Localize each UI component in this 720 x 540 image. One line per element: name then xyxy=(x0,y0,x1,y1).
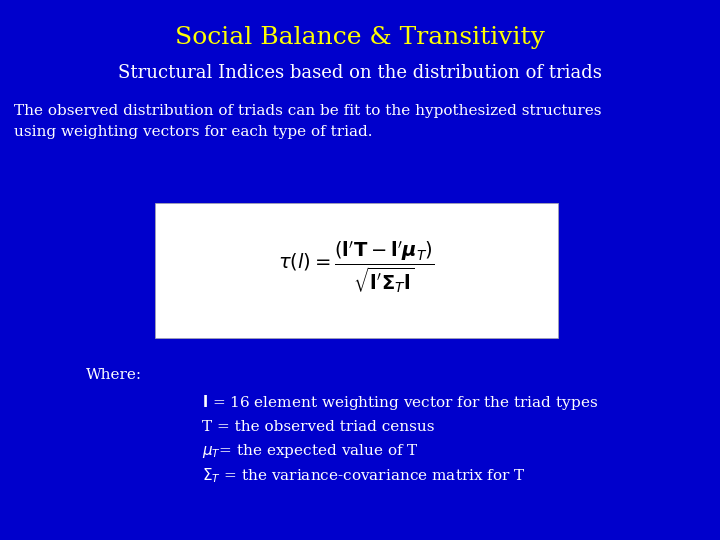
Text: $\tau(l) = \dfrac{(\mathbf{l'T} - \mathbf{l'}\boldsymbol{\mu}_T)}{\sqrt{\mathbf{: $\tau(l) = \dfrac{(\mathbf{l'T} - \mathb… xyxy=(278,239,435,295)
Text: T = the observed triad census: T = the observed triad census xyxy=(202,420,434,434)
Text: The observed distribution of triads can be fit to the hypothesized structures
us: The observed distribution of triads can … xyxy=(14,104,602,139)
Text: Social Balance & Transitivity: Social Balance & Transitivity xyxy=(175,26,545,49)
Text: $\mu_T$= the expected value of T: $\mu_T$= the expected value of T xyxy=(202,442,418,460)
Text: $\Sigma_T$ = the variance-covariance matrix for T: $\Sigma_T$ = the variance-covariance mat… xyxy=(202,466,526,484)
Text: $\mathbf{l}$ = 16 element weighting vector for the triad types: $\mathbf{l}$ = 16 element weighting vect… xyxy=(202,393,598,412)
Text: Where:: Where: xyxy=(86,368,143,382)
Text: Structural Indices based on the distribution of triads: Structural Indices based on the distribu… xyxy=(118,64,602,82)
FancyBboxPatch shape xyxy=(155,202,558,338)
